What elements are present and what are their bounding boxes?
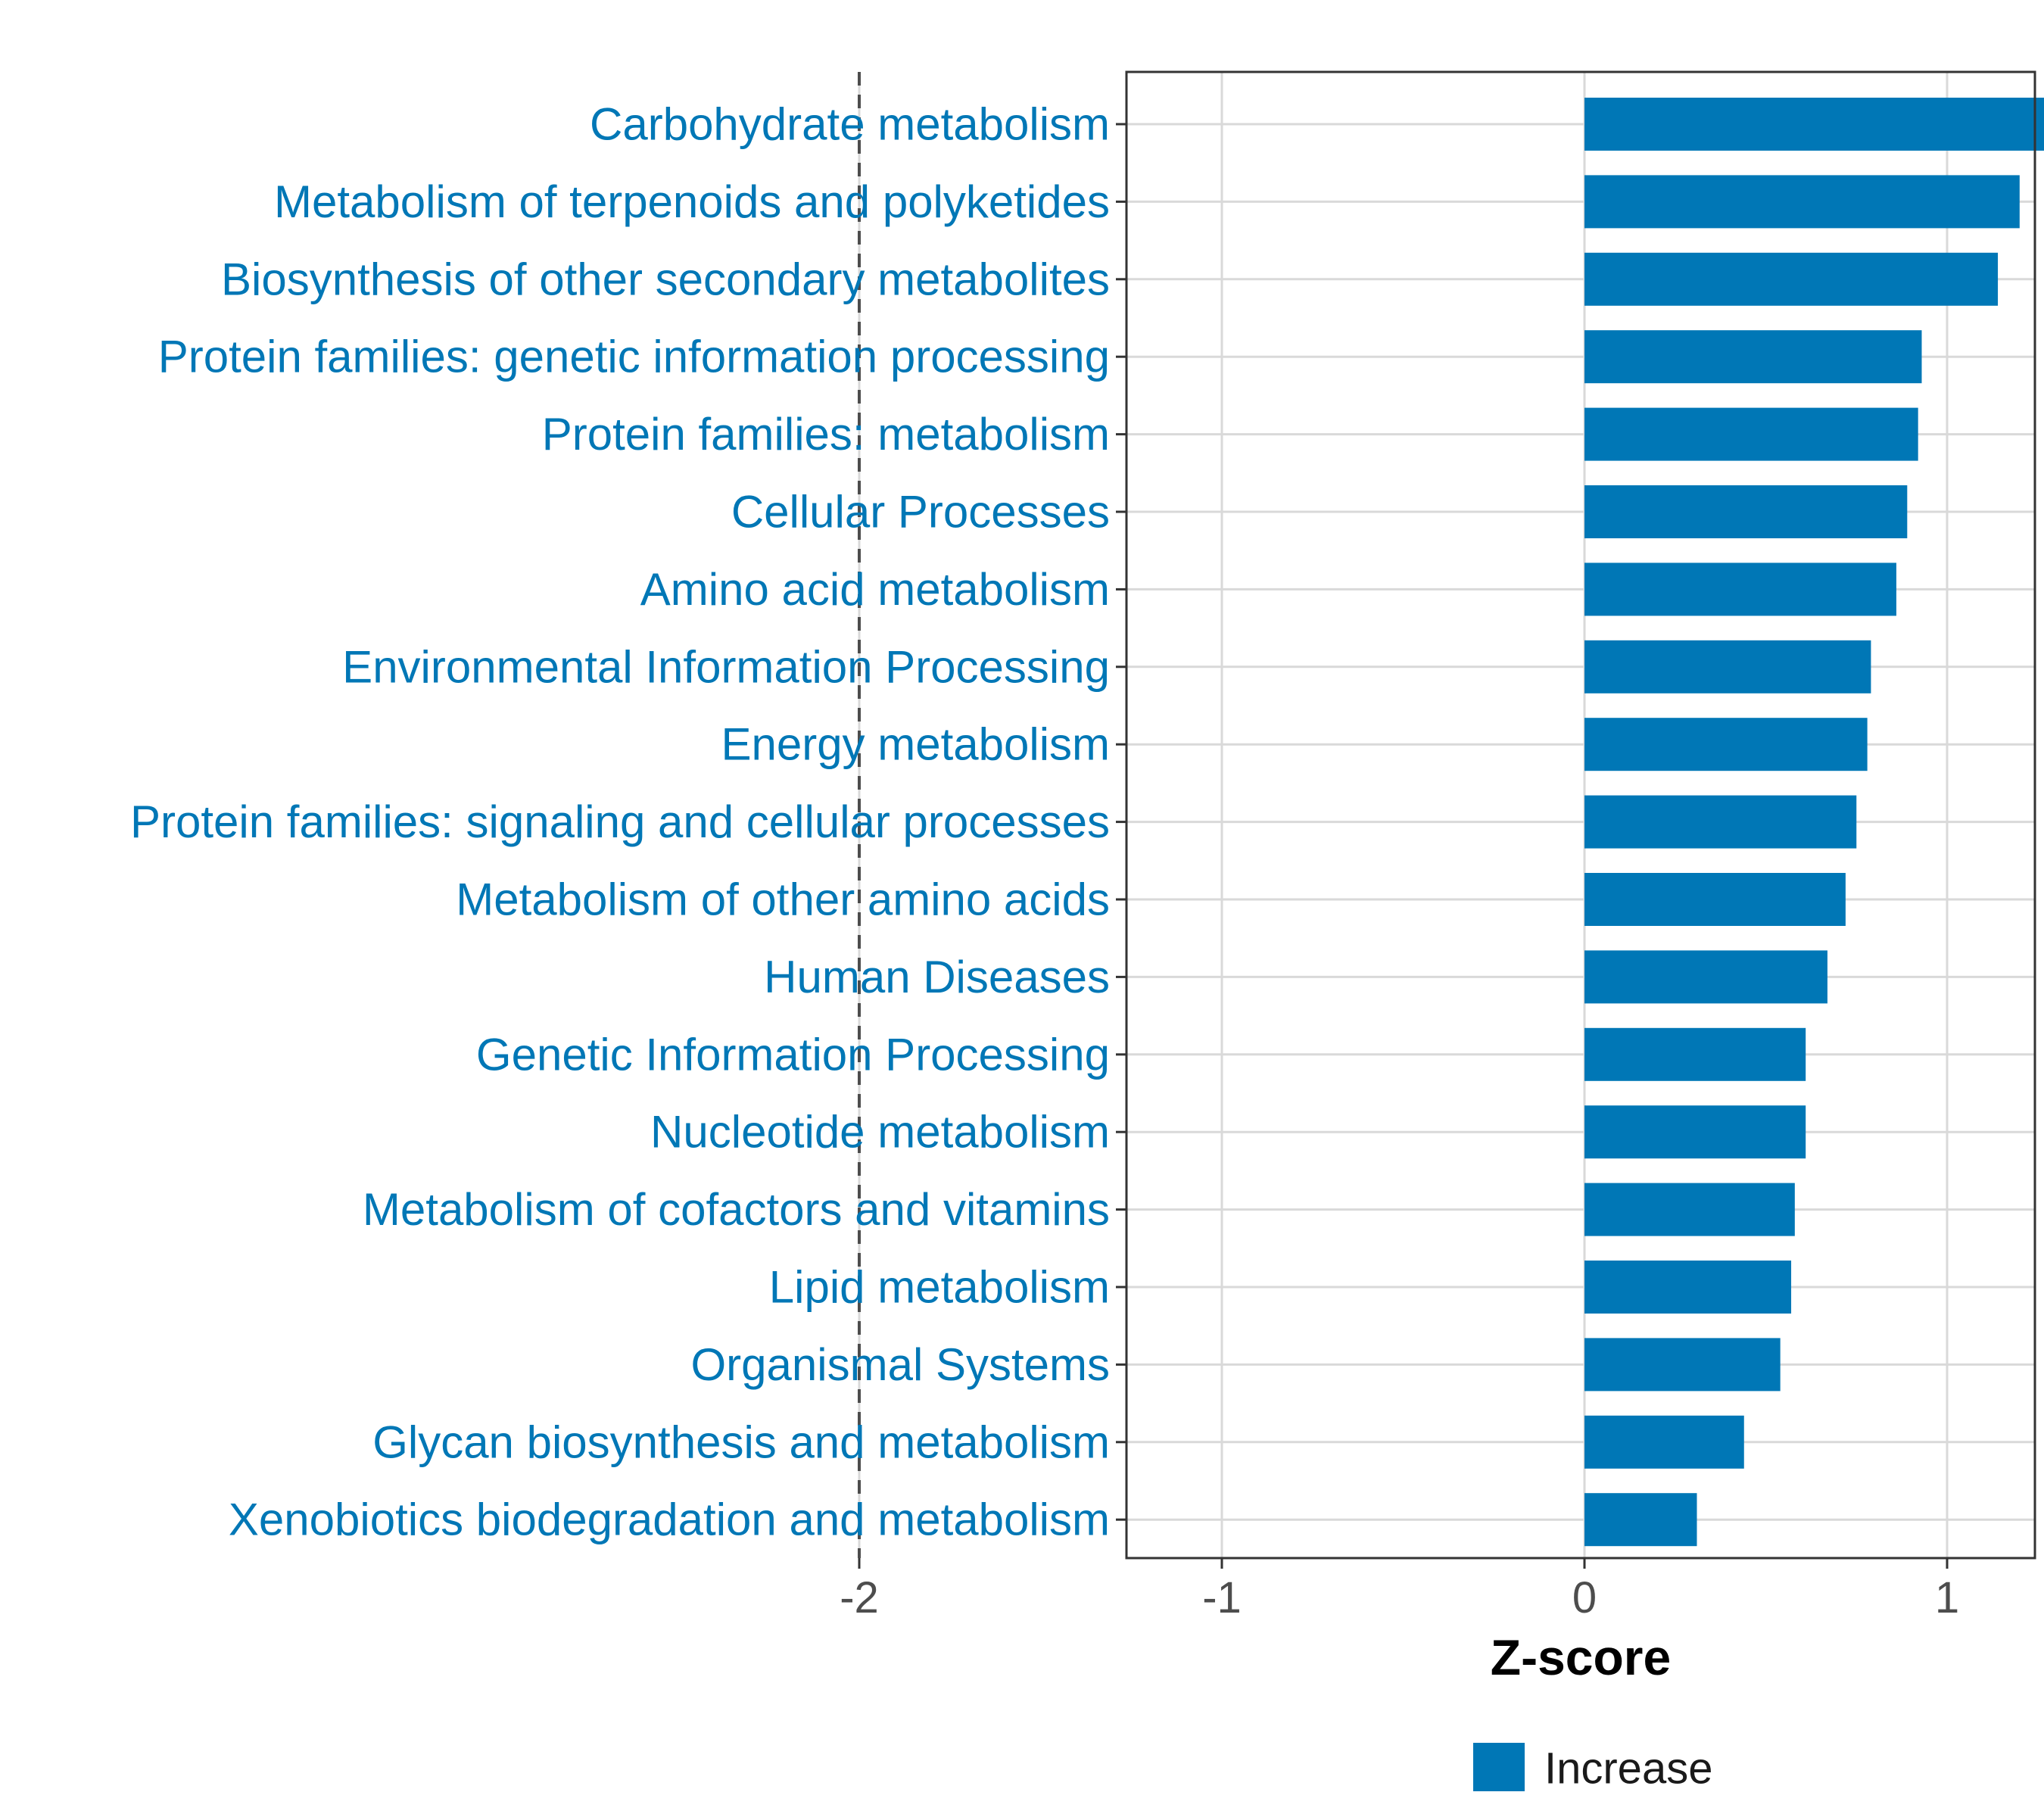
grid-lines [858, 72, 2035, 1558]
category-label: Organismal Systems [691, 1339, 1110, 1390]
x-tick-label: 1 [1935, 1573, 1959, 1622]
category-label: Genetic Information Processing [476, 1029, 1110, 1080]
legend-label-increase: Increase [1544, 1744, 1712, 1794]
x-tick-labels: -2-1012 [840, 1573, 1959, 1622]
bars [1584, 98, 2044, 1547]
bar [1584, 485, 1908, 538]
category-label: Environmental Information Processing [342, 641, 1110, 692]
bar [1584, 1183, 1795, 1236]
category-label: Cellular Processes [731, 487, 1110, 538]
category-label: Metabolism of other amino acids [456, 874, 1110, 925]
legend: Increase [1473, 1743, 1712, 1794]
category-label: Human Diseases [764, 952, 1110, 1002]
category-label: Protein families: metabolism [542, 409, 1110, 460]
category-label: Xenobiotics biodegradation and metabolis… [229, 1494, 1110, 1545]
bar [1584, 1338, 1781, 1392]
legend-swatch-increase [1473, 1743, 1525, 1791]
x-tick-label: -1 [1202, 1573, 1242, 1622]
bar [1584, 98, 2044, 151]
bar [1584, 1261, 1792, 1314]
bar [1584, 1415, 1744, 1469]
category-label: Energy metabolism [721, 719, 1110, 770]
category-label: Amino acid metabolism [640, 564, 1110, 615]
category-label: Protein families: genetic information pr… [158, 332, 1110, 382]
bar [1584, 718, 1868, 771]
bar [1584, 1105, 1806, 1159]
x-axis-title: Z-score [1491, 1629, 1671, 1685]
category-label: Metabolism of cofactors and vitamins [363, 1184, 1110, 1235]
bar [1584, 1493, 1697, 1547]
x-axis-ticks [858, 1558, 1949, 1569]
reference-lines [858, 72, 861, 1558]
plot-panel-border [1125, 70, 2036, 1560]
category-label: Carbohydrate metabolism [590, 99, 1110, 150]
category-label: Biosynthesis of other secondary metaboli… [221, 254, 1110, 304]
x-tick-label: -2 [840, 1573, 879, 1622]
category-labels: Carbohydrate metabolism Metabolism of ter… [130, 99, 1110, 1545]
bar [1584, 330, 1922, 384]
category-label: Lipid metabolism [769, 1262, 1110, 1313]
category-label: Nucleotide metabolism [650, 1107, 1110, 1158]
bar [1584, 252, 1999, 306]
bar [1584, 1027, 1806, 1081]
y-axis-ticks [1116, 123, 1126, 1521]
category-label: Protein families: signaling and cellular… [130, 796, 1110, 847]
bar [1584, 795, 1857, 849]
category-label: Glycan biosynthesis and metabolism [372, 1417, 1110, 1467]
bar [1584, 563, 1896, 616]
bar [1584, 873, 1846, 926]
bar [1584, 950, 1827, 1004]
x-tick-label: 0 [1572, 1573, 1597, 1622]
bar [1584, 175, 2020, 229]
category-label: Metabolism of terpenoids and polyketides [274, 176, 1110, 227]
bar [1584, 407, 1918, 461]
bar [1584, 640, 1871, 693]
